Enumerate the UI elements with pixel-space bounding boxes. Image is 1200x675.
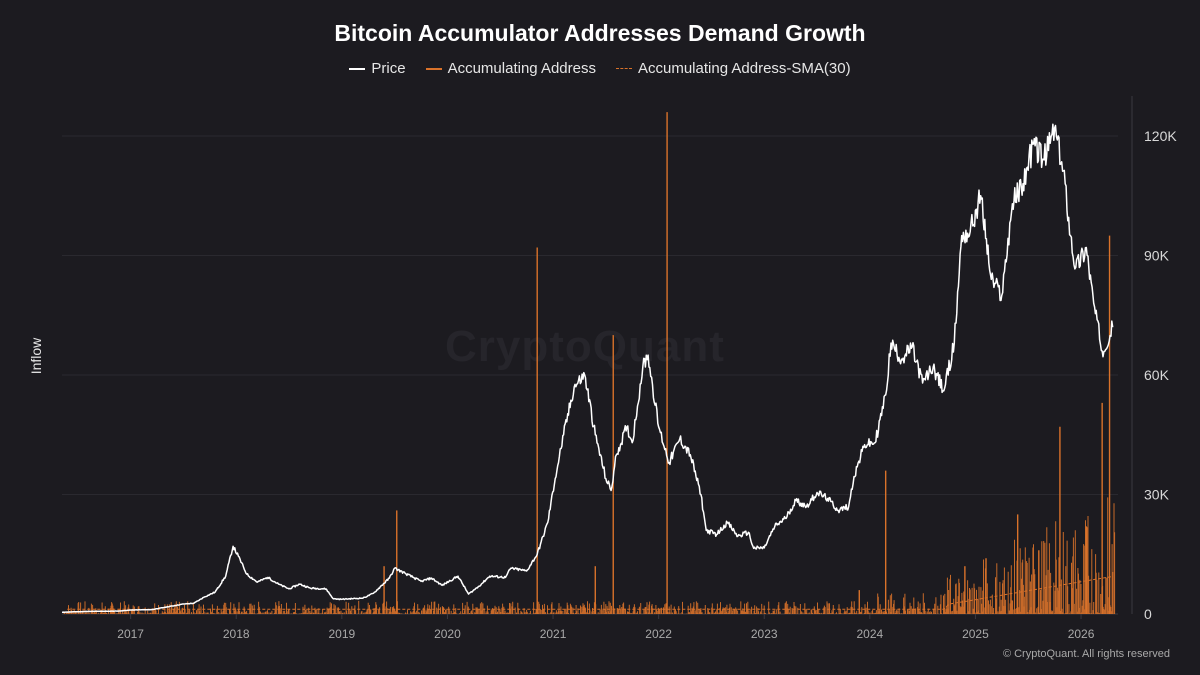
y-tick-label: 30K bbox=[1144, 487, 1170, 503]
legend-item-sma[interactable]: Accumulating Address-SMA(30) bbox=[616, 60, 851, 77]
chart-title: Bitcoin Accumulator Addresses Demand Gro… bbox=[334, 20, 866, 46]
y-tick-label: 90K bbox=[1144, 248, 1170, 264]
x-tick-label: 2024 bbox=[856, 627, 883, 641]
x-tick-label: 2017 bbox=[117, 627, 144, 641]
x-tick-label: 2018 bbox=[223, 627, 250, 641]
x-tick-label: 2019 bbox=[328, 627, 355, 641]
copyright: © CryptoQuant. All rights reserved bbox=[1002, 648, 1170, 660]
legend-label-price: Price bbox=[371, 60, 406, 77]
x-tick-label: 2020 bbox=[434, 627, 461, 641]
accumulating-sma-line bbox=[67, 575, 1113, 610]
legend-swatch-sma bbox=[616, 68, 632, 69]
legend-swatch-price bbox=[349, 67, 366, 70]
legend-label-sma: Accumulating Address-SMA(30) bbox=[638, 60, 851, 77]
legend: Price Accumulating Address Accumulating … bbox=[0, 60, 1200, 77]
legend-item-accumulating[interactable]: Accumulating Address bbox=[425, 60, 596, 77]
accumulating-noise bbox=[63, 497, 1116, 614]
x-tick-label: 2022 bbox=[645, 627, 672, 641]
price-line bbox=[62, 123, 1114, 613]
x-tick-label: 2026 bbox=[1068, 627, 1095, 641]
y-tick-label: 0 bbox=[1144, 606, 1152, 622]
x-tick-label: 2025 bbox=[962, 627, 989, 641]
y-tick-label: 60K bbox=[1144, 367, 1170, 383]
legend-item-price[interactable]: Price bbox=[349, 60, 406, 77]
x-tick-label: 2023 bbox=[751, 627, 778, 641]
legend-swatch-accumulating bbox=[425, 67, 442, 70]
legend-label-accumulating: Accumulating Address bbox=[447, 60, 596, 77]
watermark: CryptoQuant bbox=[445, 322, 725, 371]
x-tick-label: 2021 bbox=[540, 627, 567, 641]
y-tick-label: 120K bbox=[1144, 128, 1177, 144]
